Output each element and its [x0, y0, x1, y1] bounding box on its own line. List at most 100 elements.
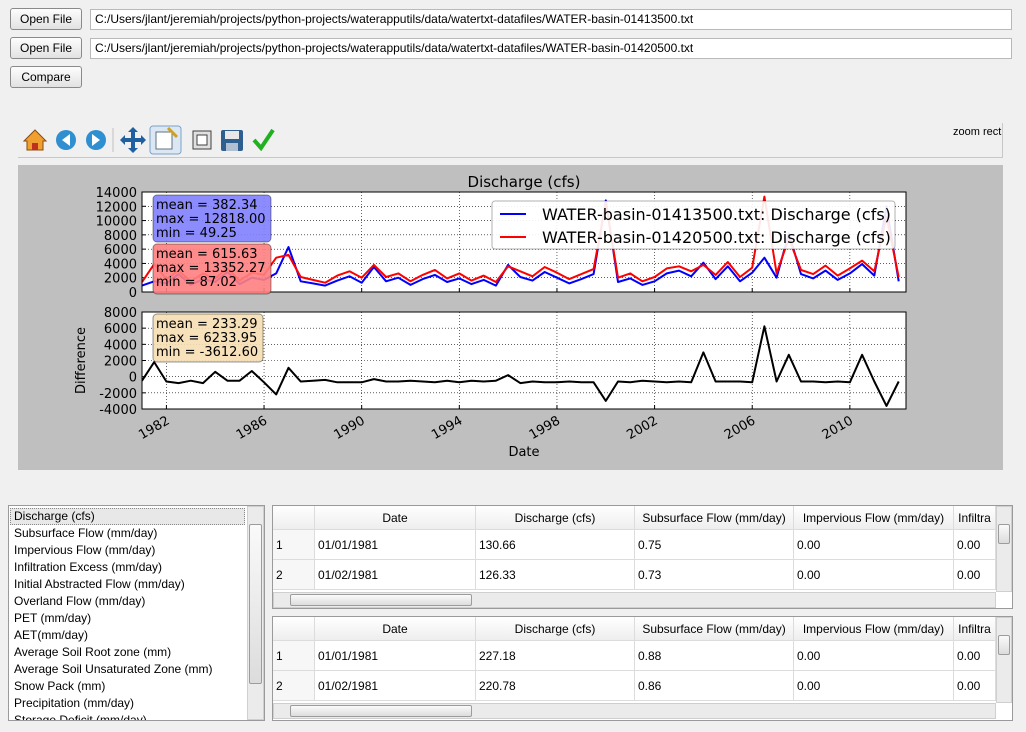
subplots-icon[interactable]	[192, 130, 212, 150]
file-path-input[interactable]: C:/Users/jlant/jeremiah/projects/python-…	[90, 9, 1012, 30]
list-item[interactable]: AET(mm/day)	[14, 628, 89, 642]
table-cell[interactable]: 0.00	[954, 641, 996, 671]
row-header[interactable]: 2	[273, 560, 315, 590]
table-cell[interactable]: 01/02/1981	[315, 671, 476, 701]
table-cell[interactable]: 0.88	[635, 641, 794, 671]
list-item[interactable]: Impervious Flow (mm/day)	[14, 543, 156, 557]
horizontal-scrollbar[interactable]	[273, 703, 996, 719]
stats-text: mean = 382.34	[156, 198, 258, 213]
file-path-input[interactable]: C:/Users/jlant/jeremiah/projects/python-…	[90, 38, 1012, 59]
legend-label: WATER-basin-01420500.txt: Discharge (cfs…	[542, 228, 891, 247]
stats-text: max = 13352.27	[156, 261, 266, 276]
table-cell[interactable]: 0.00	[794, 530, 954, 560]
open-file-button[interactable]: Open File	[10, 8, 82, 30]
stats-text: min = 87.02	[156, 275, 237, 290]
list-item[interactable]: Storage Deficit (mm/day)	[14, 713, 147, 721]
y-tick-label: 4000	[104, 257, 137, 272]
scroll-thumb[interactable]	[998, 524, 1010, 544]
list-item[interactable]: Subsurface Flow (mm/day)	[14, 526, 158, 540]
y-axis-label: Difference	[74, 327, 89, 394]
x-axis-label: Date	[508, 445, 539, 460]
toolbar-mode: zoom rect	[953, 126, 1002, 138]
legend-label: WATER-basin-01413500.txt: Discharge (cfs…	[542, 205, 891, 224]
stats-box	[152, 243, 272, 295]
column-header[interactable]: Discharge (cfs)	[476, 617, 635, 641]
stats-text: max = 6233.95	[156, 331, 257, 346]
table-cell[interactable]: 0.00	[954, 560, 996, 590]
open-file-button[interactable]: Open File	[10, 37, 82, 59]
stats-text: min = -3612.60	[156, 345, 258, 360]
table-cell[interactable]: 0.73	[635, 560, 794, 590]
table-cell[interactable]: 0.86	[635, 671, 794, 701]
scroll-thumb[interactable]	[998, 635, 1010, 655]
scroll-thumb[interactable]	[249, 524, 262, 684]
row-header[interactable]: 2	[273, 671, 315, 701]
list-item[interactable]: Infiltration Excess (mm/day)	[14, 560, 163, 574]
column-header[interactable]: Infiltra	[954, 506, 996, 530]
y-tick-label: 6000	[104, 243, 137, 258]
table-cell[interactable]: 220.78	[476, 671, 635, 701]
scroll-thumb[interactable]	[290, 594, 472, 606]
variable-list: Discharge (cfs) Subsurface Flow (mm/day) I…	[8, 505, 265, 721]
zoom-icon[interactable]	[149, 125, 182, 155]
table-cell[interactable]: 01/01/1981	[315, 530, 476, 560]
column-header[interactable]: Date	[315, 506, 476, 530]
y-tick-label: 8000	[104, 306, 137, 321]
table-cell[interactable]: 01/02/1981	[315, 560, 476, 590]
column-header[interactable]: Impervious Flow (mm/day)	[794, 617, 954, 641]
home-icon[interactable]	[22, 129, 48, 151]
row-header[interactable]: 1	[273, 530, 315, 560]
legend-box	[491, 200, 896, 250]
column-header[interactable]: Subsurface Flow (mm/day)	[635, 617, 794, 641]
table-cell[interactable]: 130.66	[476, 530, 635, 560]
list-scrollbar[interactable]	[247, 506, 264, 720]
list-item[interactable]: Precipitation (mm/day)	[14, 696, 135, 710]
table-cell[interactable]: 0.00	[794, 641, 954, 671]
list-item[interactable]: Initial Abstracted Flow (mm/day)	[14, 577, 185, 591]
forward-icon[interactable]	[86, 130, 106, 150]
vertical-scrollbar[interactable]	[996, 617, 1012, 703]
list-item[interactable]: Average Soil Root zone (mm)	[14, 645, 172, 659]
y-tick-label: 4000	[104, 338, 137, 353]
column-header[interactable]: Date	[315, 617, 476, 641]
corner-header	[273, 617, 315, 641]
series-group	[142, 325, 900, 407]
list-item[interactable]: Average Soil Unsaturated Zone (mm)	[14, 662, 213, 676]
column-header[interactable]: Impervious Flow (mm/day)	[794, 506, 954, 530]
compare-button[interactable]: Compare	[10, 66, 82, 88]
list-item[interactable]: Overland Flow (mm/day)	[14, 594, 146, 608]
table-cell[interactable]: 0.00	[954, 530, 996, 560]
table-cell[interactable]: 01/01/1981	[315, 641, 476, 671]
list-item[interactable]: Snow Pack (mm)	[14, 679, 106, 693]
table-cell[interactable]: 227.18	[476, 641, 635, 671]
y-tick-label: -2000	[99, 387, 137, 402]
pan-icon[interactable]	[120, 127, 146, 153]
chart-title: Discharge (cfs)	[468, 173, 581, 191]
table-cell[interactable]: 126.33	[476, 560, 635, 590]
column-header[interactable]: Discharge (cfs)	[476, 506, 635, 530]
horizontal-scrollbar[interactable]	[273, 592, 996, 608]
table-cell[interactable]: 0.00	[954, 671, 996, 701]
scroll-thumb[interactable]	[290, 705, 472, 717]
column-header[interactable]: Subsurface Flow (mm/day)	[635, 506, 794, 530]
selected-highlight	[10, 508, 245, 525]
stats-text: min = 49.25	[156, 226, 237, 241]
row-header[interactable]: 1	[273, 641, 315, 671]
list-item[interactable]: PET (mm/day)	[14, 611, 92, 625]
toolbar	[18, 123, 1003, 158]
table-cell[interactable]: 0.00	[794, 560, 954, 590]
back-icon[interactable]	[56, 130, 76, 150]
edit-axes-icon[interactable]	[252, 128, 275, 152]
save-icon[interactable]	[221, 130, 243, 151]
corner-header	[273, 506, 315, 530]
list-item[interactable]: Discharge (cfs)	[14, 509, 95, 523]
stats-text: max = 12818.00	[156, 212, 266, 227]
table-cell[interactable]: 0.75	[635, 530, 794, 560]
vertical-scrollbar[interactable]	[996, 506, 1012, 592]
y-tick-label: 2000	[104, 272, 137, 287]
table-cell[interactable]: 0.00	[794, 671, 954, 701]
y-tick-label: 10000	[96, 215, 137, 230]
data-line	[142, 325, 900, 407]
column-header[interactable]: Infiltra	[954, 617, 996, 641]
stats-text: mean = 615.63	[156, 247, 258, 262]
